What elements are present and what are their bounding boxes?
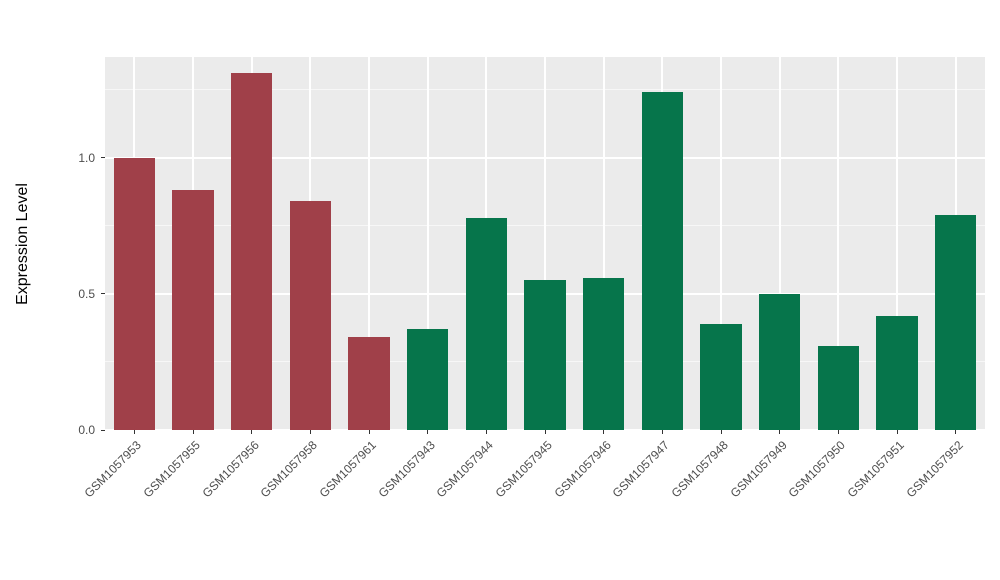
x-tick-mark	[485, 430, 487, 434]
y-tick-label: 1.0	[78, 150, 95, 165]
bar-GSM1057950	[817, 345, 859, 430]
gridline-vertical	[778, 57, 781, 430]
gridline-vertical	[426, 57, 429, 430]
x-axis-label: GSM1057945	[492, 438, 555, 501]
y-tick-mark	[101, 157, 105, 159]
x-axis-label: GSM1057946	[551, 438, 614, 501]
x-axis-label: GSM1057953	[81, 438, 145, 501]
x-tick-mark	[661, 430, 663, 434]
bar-GSM1057952	[935, 214, 977, 430]
bar-GSM1057944	[465, 217, 507, 430]
bar-GSM1057948	[700, 323, 742, 430]
x-axis-label: GSM1057944	[433, 438, 497, 501]
x-axis-label: GSM1057952	[903, 438, 966, 501]
y-tick-mark	[101, 429, 105, 431]
y-tick-label: 0.5	[78, 286, 95, 301]
x-tick-mark	[427, 430, 429, 434]
x-tick-mark	[192, 430, 194, 434]
x-tick-mark	[603, 430, 605, 434]
y-tick-label: 0.0	[78, 423, 95, 437]
x-tick-mark	[368, 430, 370, 434]
x-axis-label: GSM1057956	[199, 438, 262, 501]
bar-GSM1057951	[876, 315, 918, 430]
x-tick-mark	[720, 430, 722, 434]
bar-GSM1057953	[113, 157, 155, 430]
bar-GSM1057947	[641, 92, 683, 430]
gridline-vertical	[720, 57, 722, 430]
x-axis-label: GSM1057949	[727, 438, 790, 501]
plot-panel	[105, 57, 985, 431]
x-tick-mark	[837, 430, 839, 434]
x-tick-mark	[133, 430, 135, 434]
gridline-vertical	[544, 57, 546, 430]
x-axis-label: GSM1057961	[316, 438, 379, 501]
x-axis-label: GSM1057958	[257, 438, 321, 501]
x-tick-mark	[955, 430, 957, 434]
x-axis-label: GSM1057951	[844, 438, 907, 501]
gridline-vertical	[602, 57, 605, 430]
x-axis-label: GSM1057947	[609, 438, 673, 501]
x-tick-mark	[251, 430, 253, 434]
x-axis-label: GSM1057948	[668, 438, 731, 501]
gridline-vertical	[368, 57, 370, 430]
bar-GSM1057945	[524, 280, 566, 430]
bar-GSM1057955	[172, 190, 214, 430]
bar-GSM1057946	[583, 277, 625, 430]
bar-GSM1057961	[348, 337, 390, 430]
x-tick-mark	[544, 430, 546, 434]
bar-GSM1057949	[759, 293, 801, 430]
x-axis-label: GSM1057955	[140, 438, 203, 501]
x-axis-label: GSM1057943	[375, 438, 438, 501]
x-tick-mark	[896, 430, 898, 434]
bar-GSM1057943	[407, 329, 449, 430]
x-tick-mark	[309, 430, 311, 434]
y-axis-title: Expression Level	[14, 183, 31, 305]
x-axis-label: GSM1057950	[785, 438, 849, 501]
bar-GSM1057958	[289, 201, 331, 430]
gridline-vertical	[837, 57, 840, 430]
gridline-vertical	[896, 57, 898, 430]
y-tick-mark	[101, 293, 105, 295]
x-tick-mark	[779, 430, 781, 434]
bar-GSM1057956	[231, 73, 273, 430]
